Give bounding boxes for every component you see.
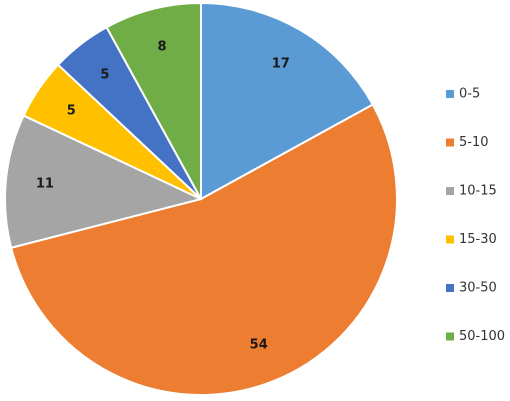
- pie-data-labels: 17 54 11 5 5 8: [36, 40, 290, 353]
- legend-label-15-30: 15-30: [459, 232, 497, 247]
- legend-item-0-5: 0-5: [446, 87, 480, 102]
- legend-item-15-30: 15-30: [446, 232, 497, 247]
- legend-label-10-15: 10-15: [459, 184, 497, 199]
- legend-item-30-50: 30-50: [446, 281, 497, 296]
- pie-slice-10-15: [4, 114, 202, 249]
- legend-swatch-5-10: [446, 138, 454, 147]
- pie-slices: [4, 2, 398, 396]
- legend-label-30-50: 30-50: [459, 281, 497, 296]
- legend-item-5-10: 5-10: [446, 135, 489, 150]
- legend-swatch-15-30: [446, 235, 454, 244]
- legend-item-10-15: 10-15: [446, 184, 497, 199]
- legend-label-0-5: 0-5: [459, 87, 480, 102]
- legend-label-5-10: 5-10: [459, 135, 489, 150]
- data-label-10-15: 11: [36, 177, 54, 192]
- legend-swatch-30-50: [446, 284, 454, 292]
- data-label-0-5: 17: [272, 57, 290, 72]
- legend-swatch-50-100: [446, 332, 454, 341]
- pie-slice-5-10: [10, 103, 398, 396]
- pie-slice-50-100: [105, 2, 202, 200]
- data-label-15-30: 5: [67, 103, 76, 118]
- data-label-30-50: 5: [100, 68, 109, 83]
- data-label-5-10: 54: [250, 337, 268, 352]
- data-label-50-100: 8: [157, 40, 166, 55]
- legend: 0-5 5-10 10-15 15-30 30-50 50-100: [446, 87, 505, 344]
- legend-swatch-10-15: [446, 187, 454, 195]
- pie-slice-0-5: [200, 2, 374, 200]
- legend-item-50-100: 50-100: [446, 329, 505, 344]
- legend-label-50-100: 50-100: [459, 329, 505, 344]
- legend-swatch-0-5: [446, 90, 454, 98]
